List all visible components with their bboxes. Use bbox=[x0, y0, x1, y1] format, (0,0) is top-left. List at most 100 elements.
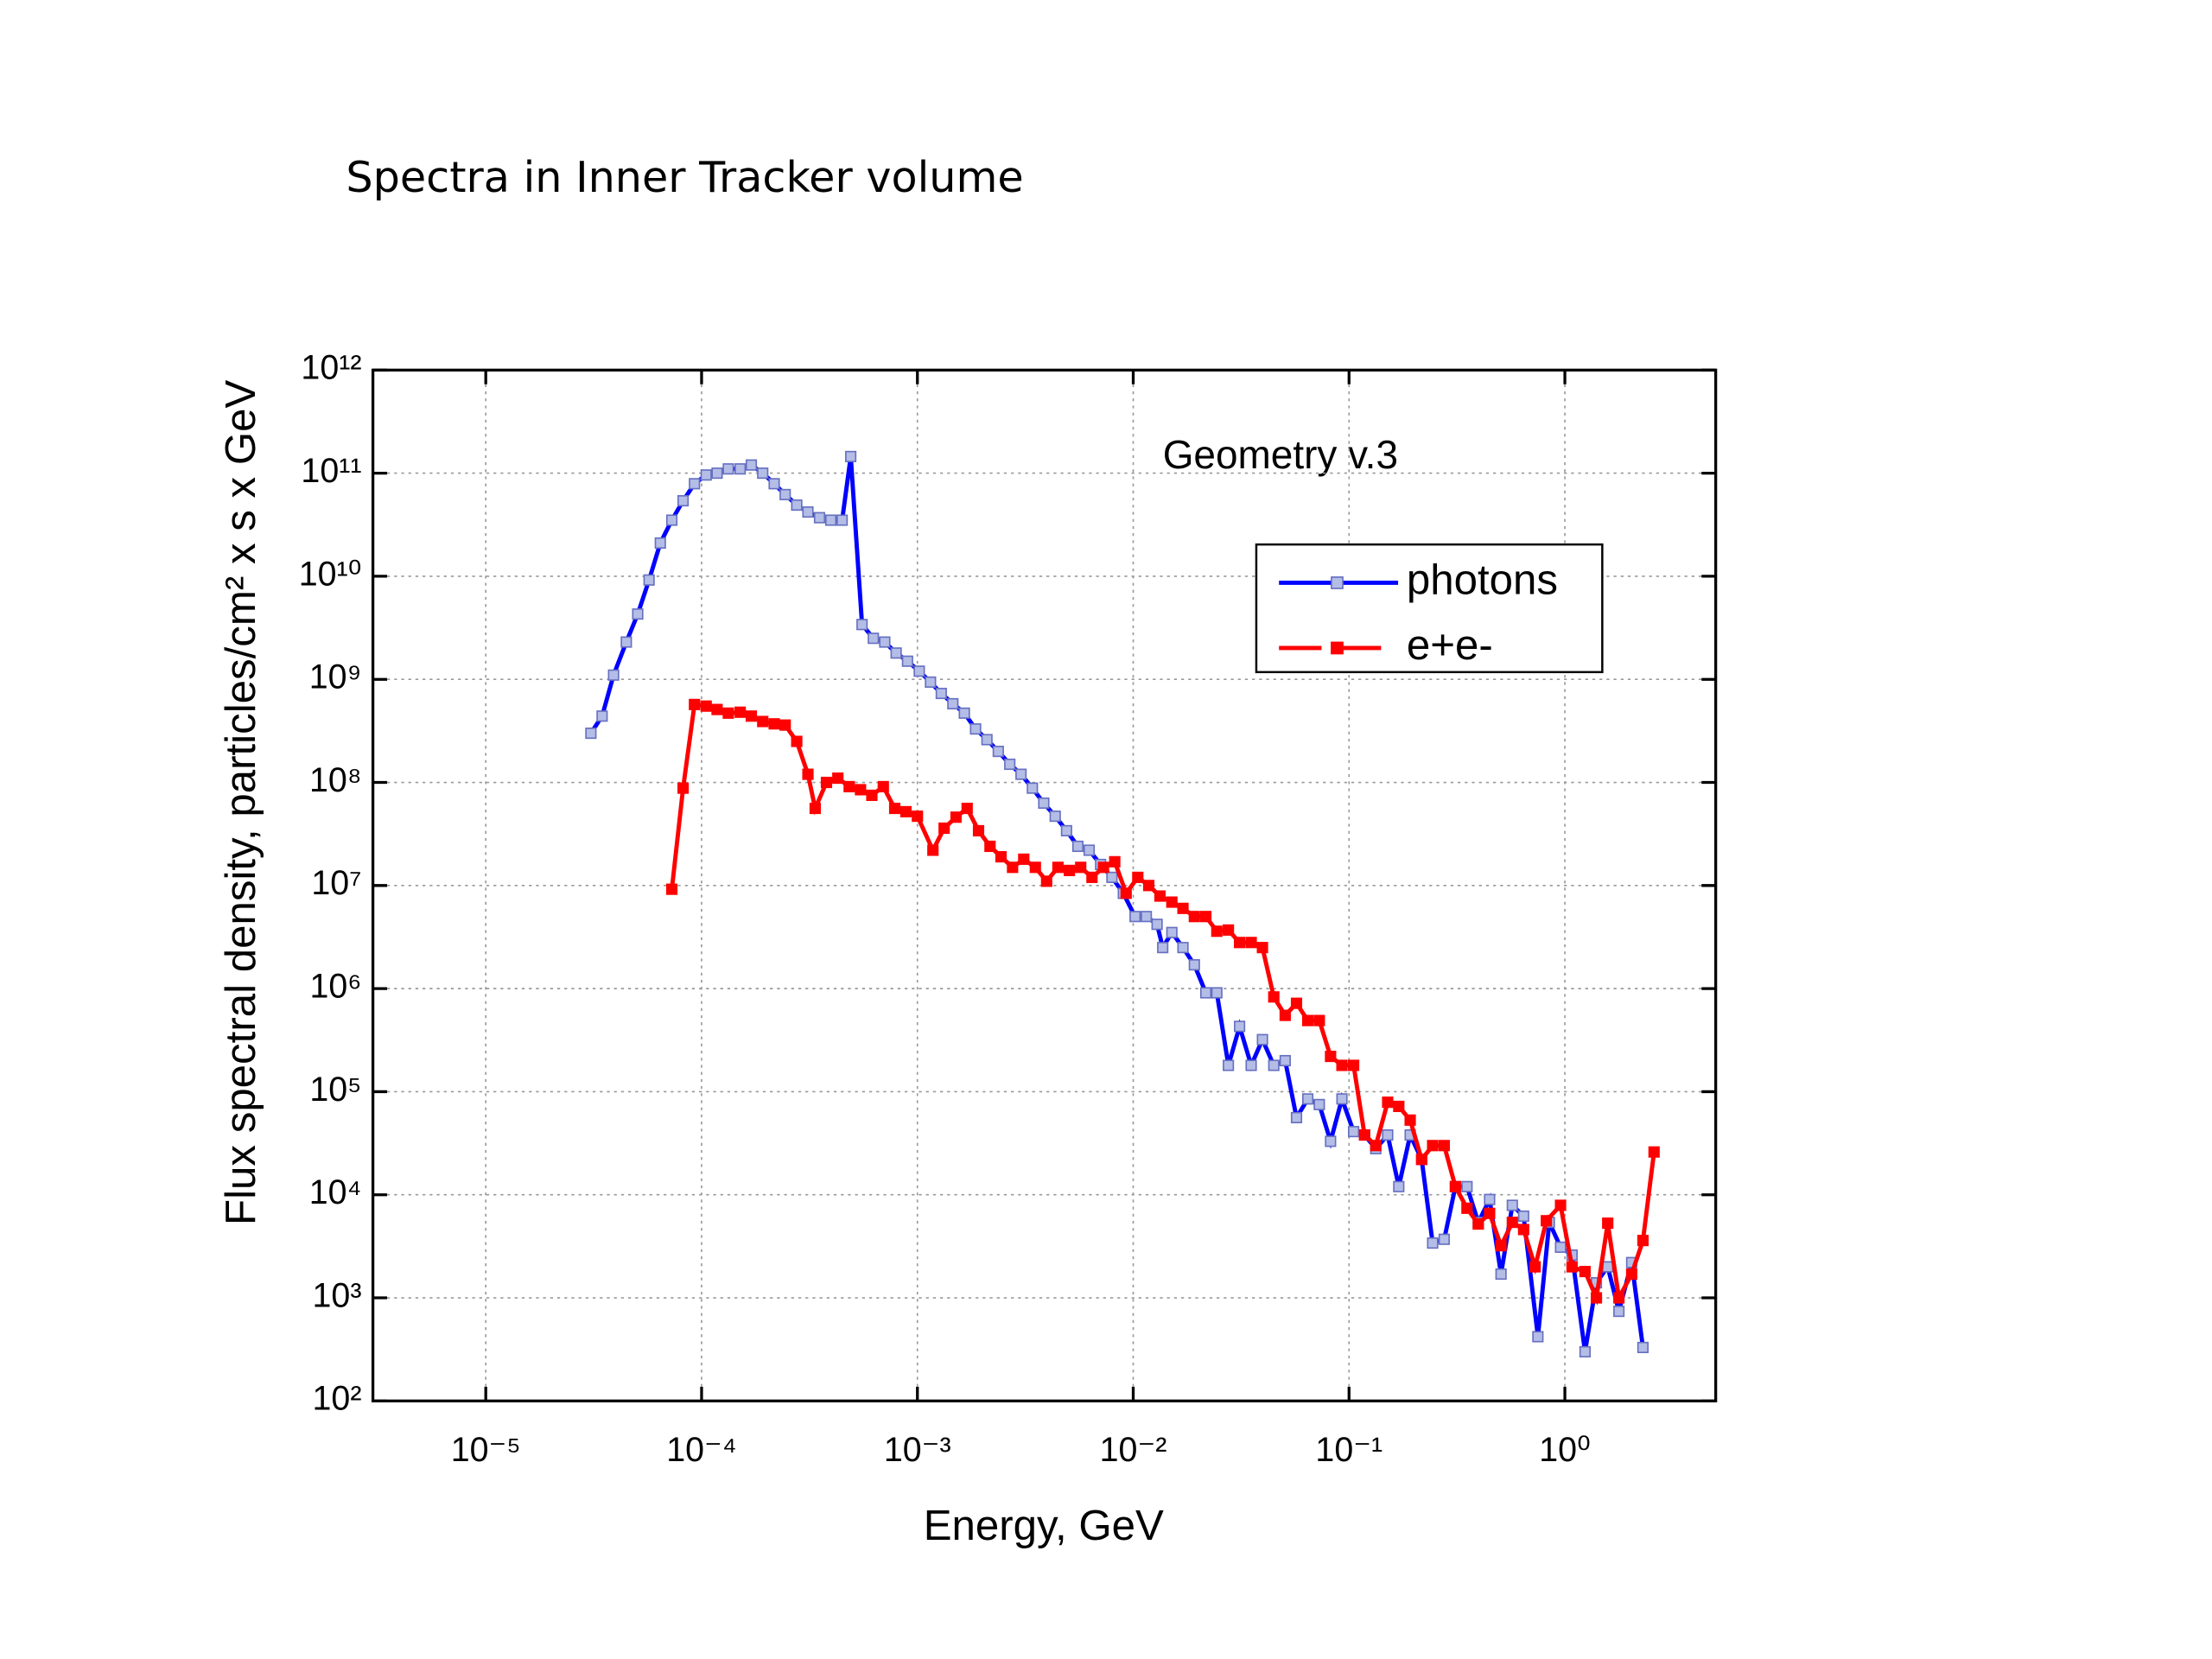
data-point bbox=[947, 697, 959, 710]
data-point bbox=[925, 676, 937, 688]
data-point bbox=[1532, 1331, 1544, 1343]
y-tick-label: 10³ bbox=[313, 1276, 362, 1314]
data-point bbox=[665, 514, 678, 526]
data-point bbox=[802, 505, 814, 518]
data-point bbox=[866, 789, 878, 801]
data-point bbox=[700, 469, 712, 481]
data-point bbox=[1541, 1215, 1553, 1227]
data-point bbox=[1177, 902, 1189, 914]
data-point bbox=[1018, 853, 1030, 865]
data-point bbox=[677, 494, 690, 507]
data-point bbox=[1268, 991, 1280, 1003]
data-point bbox=[1109, 855, 1121, 868]
data-point bbox=[1279, 1054, 1291, 1067]
data-point bbox=[1579, 1266, 1591, 1278]
data-point bbox=[1086, 871, 1098, 883]
data-point bbox=[1040, 875, 1052, 887]
data-point bbox=[1554, 1241, 1567, 1253]
y-tick-label: 10² bbox=[313, 1380, 362, 1418]
data-point bbox=[632, 608, 644, 620]
x-tick-label: 10⁰ bbox=[1539, 1431, 1591, 1469]
legend-marker bbox=[1331, 576, 1344, 589]
data-point bbox=[961, 802, 973, 815]
data-point bbox=[745, 710, 758, 722]
data-point bbox=[768, 478, 780, 490]
data-point bbox=[1449, 1180, 1461, 1192]
x-tick-label: 10⁻⁵ bbox=[451, 1431, 521, 1469]
y-tick-label: 10¹² bbox=[301, 349, 361, 387]
data-point bbox=[820, 776, 833, 789]
data-point bbox=[1579, 1345, 1591, 1357]
data-point bbox=[689, 698, 701, 710]
data-point bbox=[1495, 1268, 1507, 1281]
data-point bbox=[1211, 987, 1223, 999]
data-point bbox=[1256, 1033, 1268, 1046]
data-point bbox=[1245, 937, 1257, 949]
data-point bbox=[992, 746, 1004, 758]
data-point bbox=[1064, 864, 1076, 876]
data-point bbox=[1029, 861, 1041, 874]
data-point bbox=[585, 728, 597, 740]
data-point bbox=[1015, 768, 1027, 780]
y-tick-label: 10⁸ bbox=[309, 761, 361, 799]
data-point bbox=[1517, 1224, 1529, 1236]
data-point bbox=[1613, 1292, 1625, 1304]
data-point bbox=[596, 710, 608, 722]
data-point bbox=[620, 636, 632, 648]
data-point bbox=[1348, 1126, 1360, 1138]
data-point bbox=[1637, 1235, 1649, 1247]
data-point bbox=[711, 703, 723, 715]
data-point bbox=[643, 574, 655, 586]
data-point bbox=[665, 883, 678, 895]
data-point bbox=[927, 844, 939, 856]
data-point bbox=[1529, 1261, 1541, 1273]
data-point bbox=[813, 512, 826, 524]
legend-marker bbox=[1331, 641, 1344, 655]
data-point bbox=[1049, 810, 1061, 823]
data-point bbox=[1325, 1051, 1337, 1063]
data-point bbox=[809, 802, 821, 815]
data-point bbox=[1484, 1207, 1496, 1219]
data-point bbox=[1223, 1059, 1235, 1071]
data-point bbox=[1313, 1098, 1325, 1110]
data-point bbox=[1075, 861, 1087, 874]
data-point bbox=[1166, 926, 1178, 938]
data-point bbox=[901, 655, 913, 667]
data-point bbox=[969, 723, 982, 735]
data-point bbox=[1188, 959, 1200, 971]
data-point bbox=[1602, 1217, 1614, 1230]
legend-box bbox=[1255, 543, 1604, 674]
data-point bbox=[1154, 890, 1166, 902]
data-point bbox=[958, 707, 970, 719]
data-point bbox=[1199, 911, 1212, 923]
data-point bbox=[700, 700, 712, 712]
data-point bbox=[877, 780, 889, 792]
data-point bbox=[791, 499, 803, 512]
data-point bbox=[981, 734, 993, 746]
data-point bbox=[1004, 758, 1016, 771]
data-point bbox=[1199, 987, 1212, 999]
data-point bbox=[757, 715, 769, 728]
data-point bbox=[824, 514, 837, 526]
data-point bbox=[1188, 911, 1200, 923]
data-point bbox=[1325, 1135, 1337, 1147]
data-point bbox=[1290, 997, 1303, 1009]
data-point bbox=[654, 537, 666, 550]
page-title: Spectra in Inner Tracker volume bbox=[346, 152, 1023, 202]
y-tick-label: 10⁵ bbox=[309, 1071, 361, 1109]
data-point bbox=[1027, 782, 1039, 794]
data-point bbox=[711, 467, 723, 480]
x-tick-label: 10⁻³ bbox=[884, 1431, 951, 1469]
data-point bbox=[1506, 1217, 1518, 1229]
plot-frame bbox=[371, 368, 1718, 1402]
data-point bbox=[888, 802, 901, 815]
data-point bbox=[1590, 1292, 1603, 1304]
data-point bbox=[734, 463, 747, 475]
x-tick-label: 10⁻¹ bbox=[1315, 1431, 1382, 1469]
data-point bbox=[836, 514, 849, 526]
data-point bbox=[1151, 918, 1163, 931]
series-line bbox=[588, 456, 1645, 1352]
data-point bbox=[1141, 911, 1153, 923]
y-axis-label: Flux spectral density, particles/cm² x s… bbox=[217, 380, 264, 1225]
data-point bbox=[899, 805, 912, 817]
